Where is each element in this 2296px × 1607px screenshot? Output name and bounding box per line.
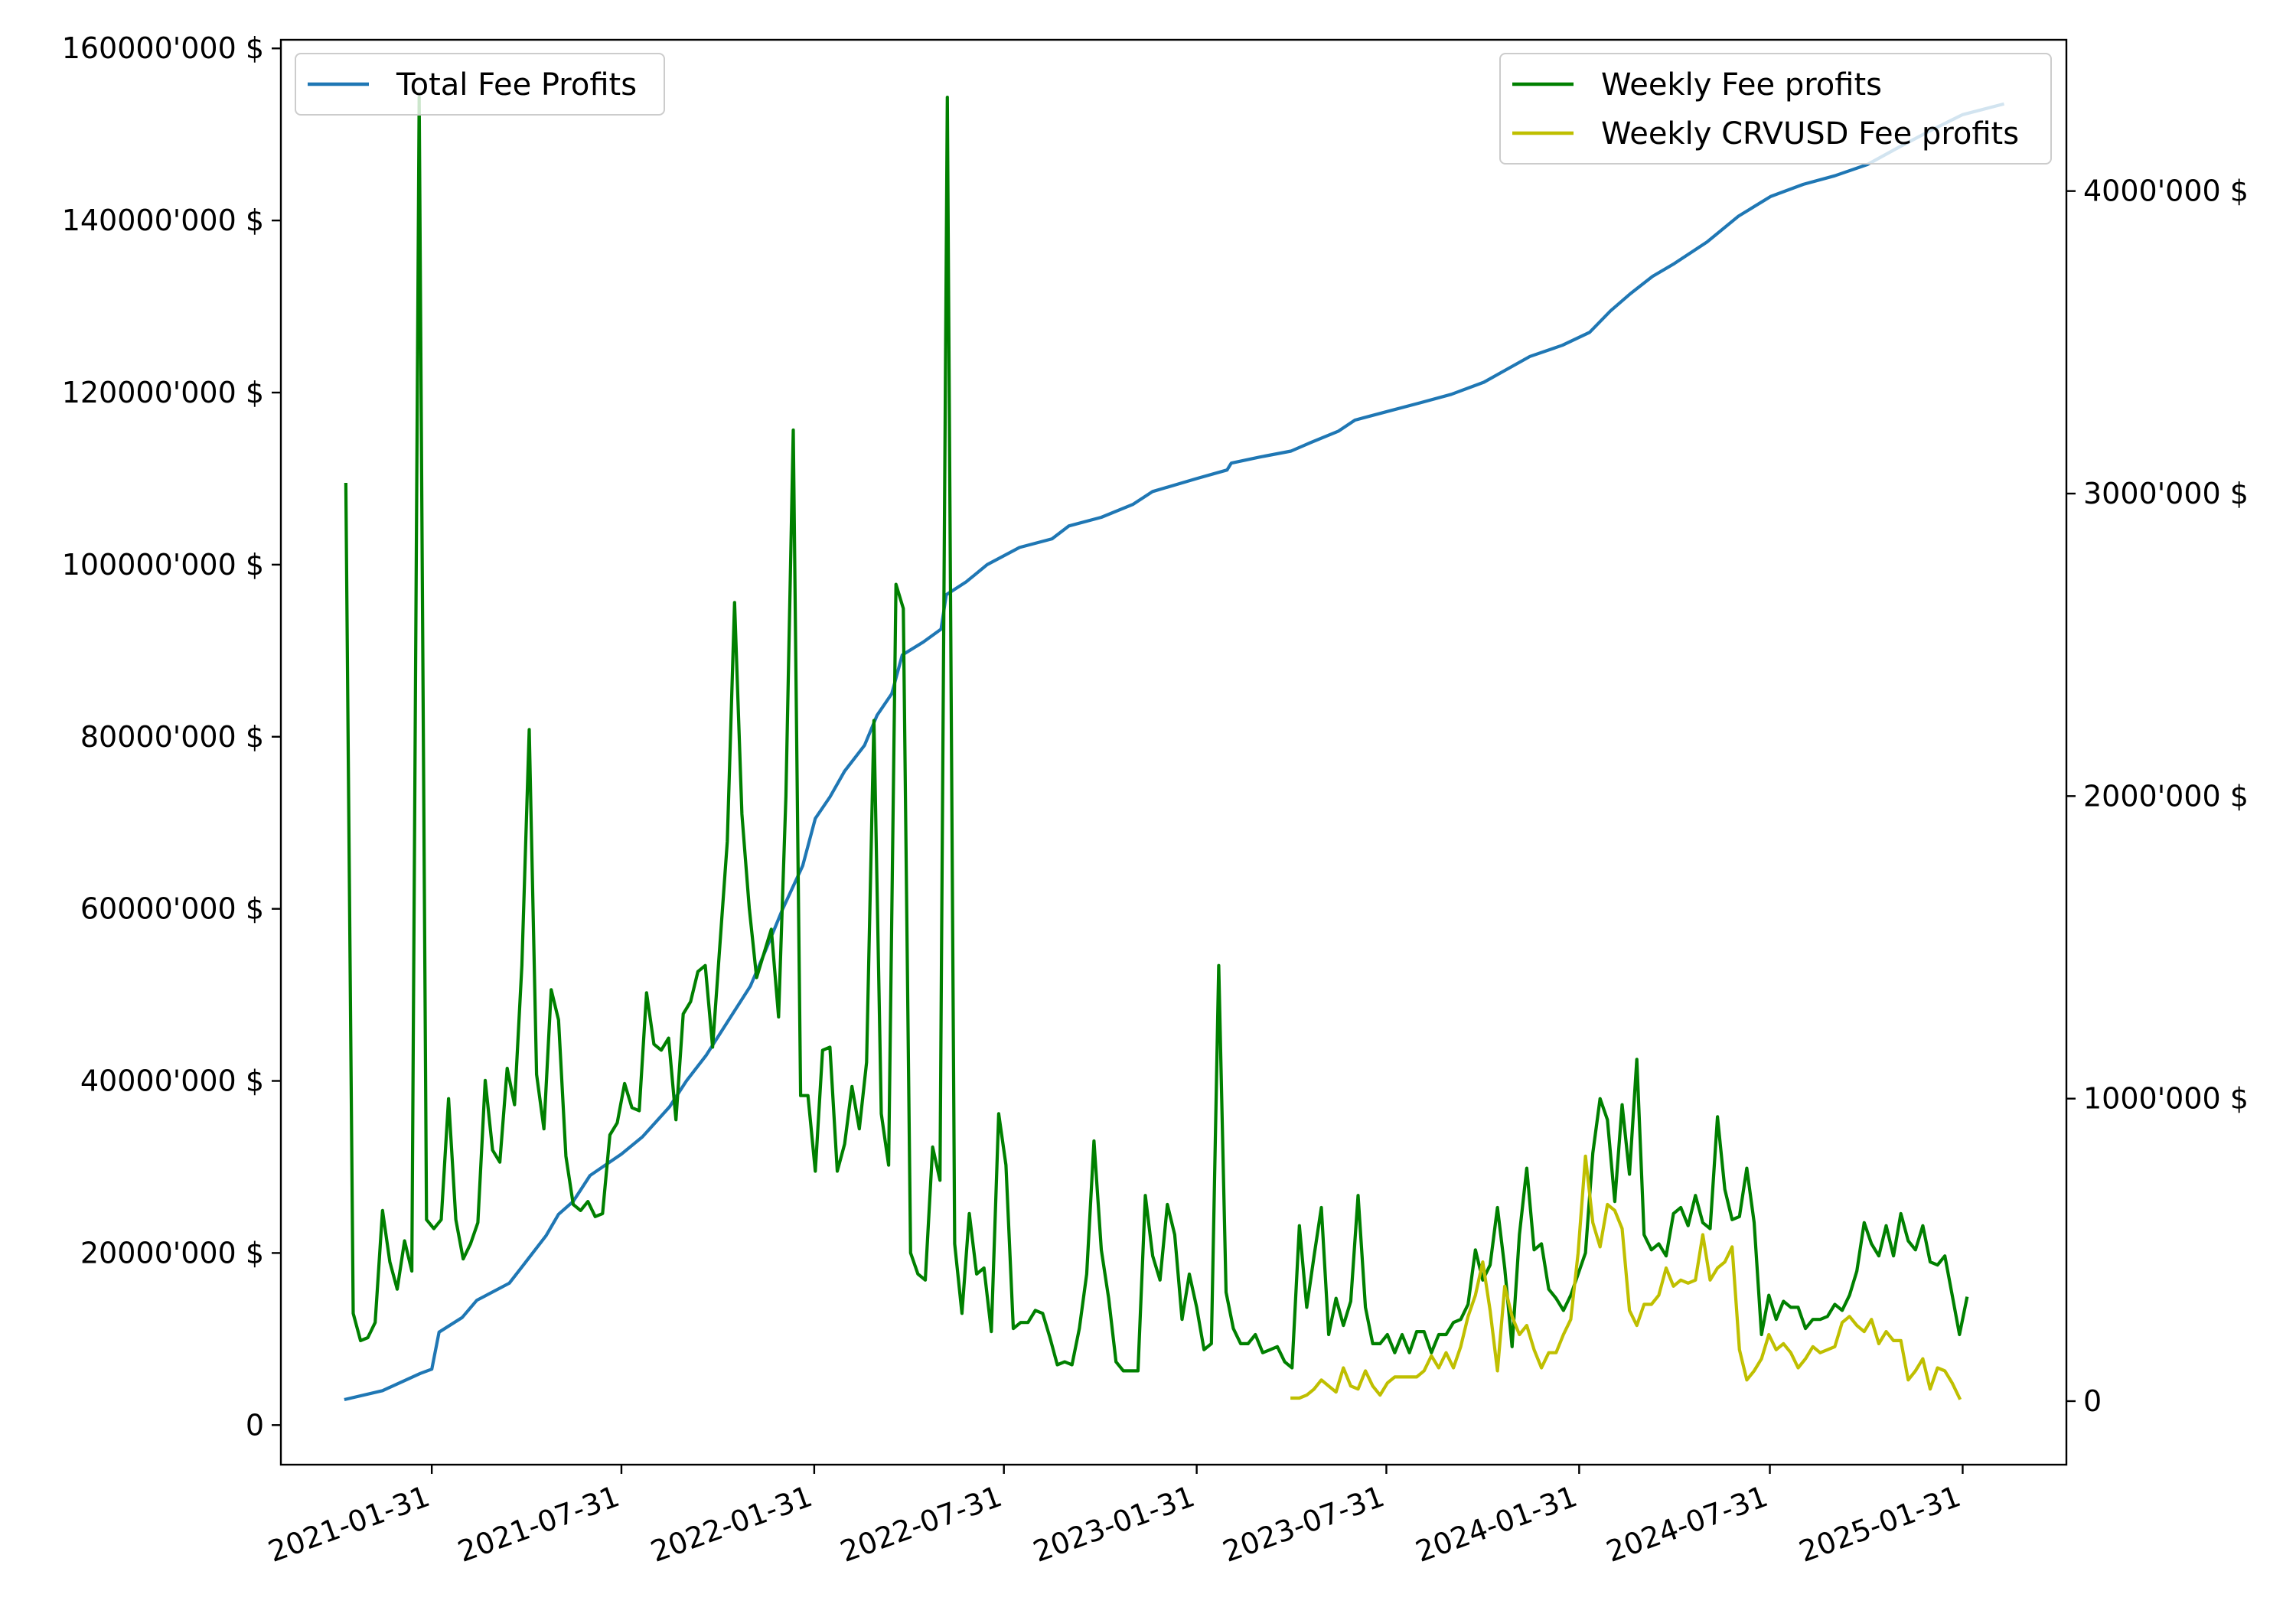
series-line-0 bbox=[344, 102, 2005, 1402]
right-tick-label: 3000'000 $ bbox=[2083, 477, 2249, 510]
plot-area bbox=[281, 40, 2066, 1465]
x-tick-label: 2021-01-31 bbox=[264, 1479, 435, 1569]
series-line-1 bbox=[344, 96, 1969, 1373]
left-tick-label: 40000'000 $ bbox=[80, 1064, 264, 1098]
left-tick-label: 80000'000 $ bbox=[80, 720, 264, 754]
legend-left: Total Fee Profits bbox=[295, 53, 665, 116]
left-tick-label: 20000'000 $ bbox=[80, 1236, 264, 1270]
left-tick-label: 120000'000 $ bbox=[62, 376, 264, 409]
legend-label: Weekly Fee profits bbox=[1601, 67, 1882, 103]
plot-frame bbox=[279, 38, 2068, 1466]
series-layer bbox=[344, 96, 2005, 1402]
legend-label: Total Fee Profits bbox=[396, 67, 637, 103]
x-tick-label: 2024-01-31 bbox=[1411, 1479, 1582, 1569]
series-line-2 bbox=[1290, 1154, 1962, 1400]
right-tick-label: 1000'000 $ bbox=[2083, 1082, 2249, 1116]
x-tick-label: 2022-07-31 bbox=[836, 1479, 1006, 1569]
x-tick-label: 2024-07-31 bbox=[1602, 1479, 1773, 1569]
left-tick-label: 140000'000 $ bbox=[62, 204, 264, 237]
legend-right: Weekly Fee profits Weekly CRVUSD Fee prof… bbox=[1499, 53, 2052, 165]
legend-box bbox=[295, 53, 665, 116]
x-tick-label: 2021-07-31 bbox=[453, 1479, 624, 1569]
x-tick-label: 2023-01-31 bbox=[1029, 1479, 1199, 1569]
x-axis: 2021-01-31 2021-07-31 2022-01-31 2022-07-31… bbox=[264, 1465, 1965, 1569]
left-tick-label: 100000'000 $ bbox=[62, 548, 264, 582]
legend-box bbox=[1499, 53, 2052, 165]
legend-label: Weekly CRVUSD Fee profits bbox=[1601, 116, 2019, 152]
left-tick-label: 60000'000 $ bbox=[80, 892, 264, 926]
left-tick-label: 160000'000 $ bbox=[62, 31, 264, 65]
right-tick-label: 4000'000 $ bbox=[2083, 174, 2249, 208]
x-tick-label: 2023-07-31 bbox=[1218, 1479, 1389, 1569]
left-tick-label: 0 bbox=[246, 1408, 264, 1442]
right-y-axis: 0 1000'000 $ 2000'000 $ 3000'000 $ 4000'000 … bbox=[2066, 174, 2249, 1418]
left-y-axis: 0 20000'000 $ 40000'000 $ 60000'000 $ 80000'… bbox=[62, 31, 281, 1442]
right-tick-label: 0 bbox=[2083, 1384, 2102, 1418]
x-tick-label: 2025-01-31 bbox=[1795, 1479, 1965, 1569]
right-tick-label: 2000'000 $ bbox=[2083, 779, 2249, 813]
x-tick-label: 2022-01-31 bbox=[646, 1479, 817, 1569]
